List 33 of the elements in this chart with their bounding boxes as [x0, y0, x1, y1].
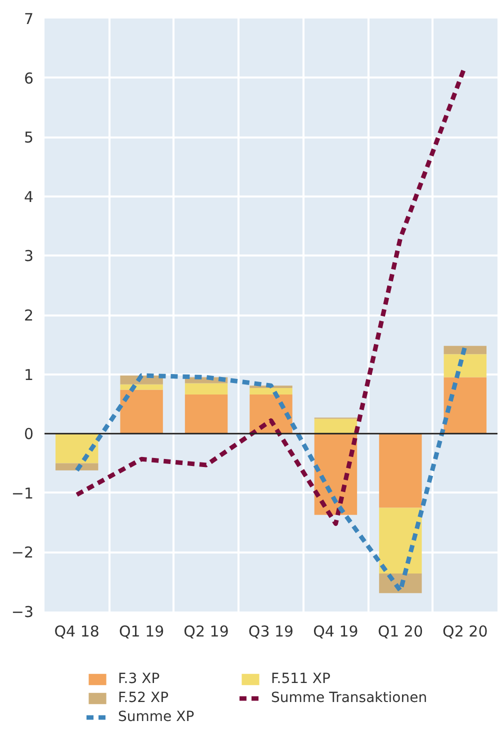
y-tick-label: −2 [11, 544, 34, 562]
legend-label: F.511 XP [271, 671, 332, 687]
y-tick-label: 1 [24, 366, 34, 384]
bar [250, 388, 292, 394]
bar [184, 383, 228, 394]
x-tick-label: Q2 20 [442, 622, 488, 640]
y-tick-label: 3 [24, 247, 34, 266]
y-tick-label: 2 [24, 306, 34, 324]
bar [184, 394, 228, 434]
bar [444, 354, 486, 378]
bar [56, 434, 98, 464]
bar [444, 377, 486, 434]
legend-label: F.52 XP [118, 690, 170, 706]
y-tick-label: 6 [24, 69, 34, 88]
bar [120, 390, 163, 434]
legend-label: Summe Transaktionen [271, 690, 428, 706]
bar [379, 434, 422, 508]
legend-label: F.3 XP [118, 671, 161, 687]
y-tick-label: 4 [24, 188, 34, 206]
y-tick-label: −1 [11, 484, 34, 502]
x-tick-label: Q4 19 [313, 622, 358, 640]
x-tick-label: Q1 20 [378, 622, 424, 640]
y-tick-label: −3 [11, 603, 34, 621]
bar [314, 418, 358, 434]
x-tick-label: Q3 19 [248, 622, 294, 640]
bar [379, 508, 422, 574]
legend-label: Summe XP [118, 709, 196, 725]
x-tick-label: Q1 19 [118, 622, 164, 640]
y-tick-label: 0 [24, 425, 34, 444]
y-tick-label: 7 [24, 10, 34, 28]
x-tick-label: Q2 19 [184, 622, 229, 640]
x-tick-label: Q4 18 [54, 622, 100, 640]
y-tick-label: 5 [24, 128, 34, 147]
